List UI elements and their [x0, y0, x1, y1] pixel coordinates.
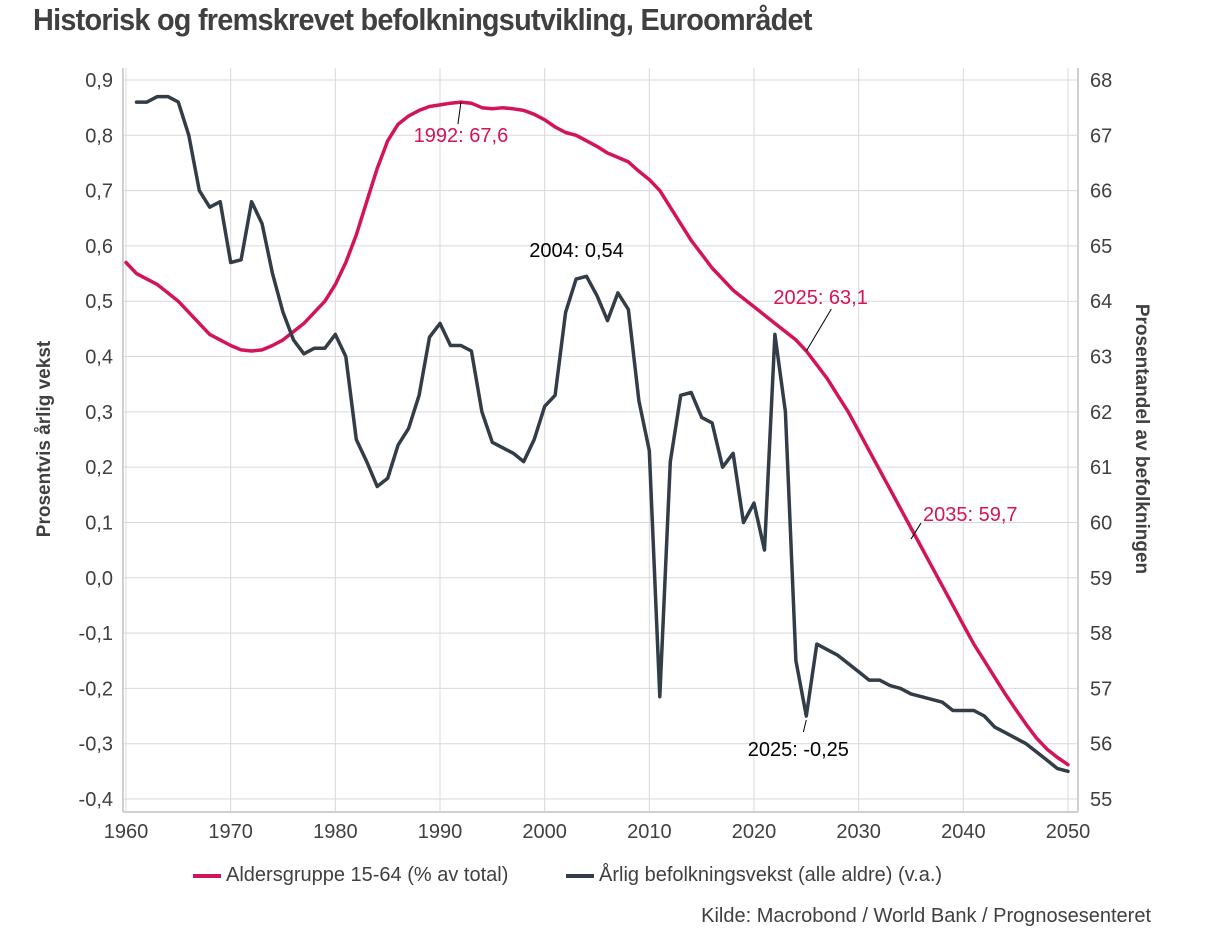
left-tick-label: 0,7 [85, 181, 113, 203]
left-axis-title: Prosentvis årlig vekst [34, 340, 55, 537]
left-tick-label: 0,8 [85, 125, 113, 147]
left-tick-label: 0,4 [85, 347, 113, 369]
right-tick-label: 57 [1090, 678, 1112, 700]
annotations: 1992: 67,6 2004: 0,54 2025: 63,1 2035: 59,7… [414, 102, 1018, 761]
legend-label: Aldersgruppe 15-64 (% av total) [226, 864, 509, 886]
left-tick-label: -0,2 [79, 678, 113, 700]
legend-item-aldersgruppe[interactable]: Aldersgruppe 15-64 (% av total) [193, 864, 508, 887]
right-axis-ticks: 68 67 66 65 64 63 62 61 60 59 58 57 56 55 [1090, 70, 1112, 811]
right-tick-label: 61 [1090, 457, 1112, 479]
x-tick-label: 2050 [1046, 821, 1091, 843]
annotation-label: 2004: 0,54 [529, 240, 624, 262]
left-tick-label: 0,9 [85, 70, 113, 92]
left-tick-label: -0,1 [79, 623, 113, 645]
right-tick-label: 68 [1090, 70, 1112, 92]
x-tick-label: 1960 [104, 821, 149, 843]
right-axis-title: Prosentandel av befolkningen [1131, 304, 1152, 574]
annotation-leader-line [805, 308, 832, 352]
right-tick-label: 55 [1090, 789, 1112, 811]
x-tick-label: 1980 [313, 821, 358, 843]
series-line-aldersgruppe [124, 100, 1070, 767]
source-note: Kilde: Macrobond / World Bank / Prognose… [701, 905, 1151, 927]
legend-label: Årlig befolkningsvekst (alle aldre) (v.a… [599, 864, 943, 886]
series-line-befolkningsvekst [134, 94, 1070, 774]
right-tick-label: 66 [1090, 181, 1112, 203]
series-lines [124, 94, 1070, 774]
left-tick-label: 0,3 [85, 402, 113, 424]
right-tick-label: 65 [1090, 236, 1112, 258]
x-tick-label: 2040 [941, 821, 986, 843]
left-tick-label: 0,2 [85, 457, 113, 479]
legend-swatch-dark [566, 873, 594, 878]
right-tick-label: 56 [1090, 734, 1112, 756]
right-tick-label: 58 [1090, 623, 1112, 645]
left-tick-label: -0,4 [79, 789, 113, 811]
right-tick-label: 64 [1090, 291, 1112, 313]
annotation-label: 2035: 59,7 [923, 504, 1018, 526]
right-tick-label: 63 [1090, 347, 1112, 369]
annotation-label: 2025: 63,1 [773, 287, 868, 309]
x-tick-label: 2010 [627, 821, 672, 843]
annotation-label: 2025: -0,25 [748, 739, 849, 761]
left-tick-label: 0,6 [85, 236, 113, 258]
left-tick-label: 0,5 [85, 291, 113, 313]
legend-swatch-pink [193, 873, 221, 878]
x-tick-label: 1990 [418, 821, 463, 843]
left-axis-ticks: 0,9 0,8 0,7 0,6 0,5 0,4 0,3 0,2 0,1 0,0 -0,1 -0,2 -0… [79, 70, 113, 811]
x-tick-label: 2030 [836, 821, 881, 843]
right-tick-label: 67 [1090, 125, 1112, 147]
x-tick-label: 1970 [208, 821, 253, 843]
x-tick-label: 2020 [732, 821, 777, 843]
chart: 0,9 0,8 0,7 0,6 0,5 0,4 0,3 0,2 0,1 0,0 -0,1 -0,2 -0… [34, 68, 1152, 843]
gridlines [123, 68, 1078, 812]
annotation-leader-line [457, 102, 462, 125]
plot-frame [122, 68, 1079, 813]
right-tick-label: 62 [1090, 402, 1112, 424]
x-tick-label: 2000 [522, 821, 567, 843]
left-tick-label: 0,0 [85, 568, 113, 590]
legend-item-befolkningsvekst[interactable]: Årlig befolkningsvekst (alle aldre) (v.a… [566, 864, 942, 887]
legend: Aldersgruppe 15-64 (% av total) Årlig be… [0, 864, 1209, 892]
annotation-leader-line [910, 522, 922, 540]
left-tick-label: -0,3 [79, 734, 113, 756]
left-tick-label: 0,1 [85, 512, 113, 534]
annotation-label: 1992: 67,6 [414, 125, 509, 147]
right-tick-label: 59 [1090, 568, 1112, 590]
x-axis-ticks: 1960 1970 1980 1990 2000 2010 2020 2030 2040 2050 [104, 821, 1091, 843]
chart-title: Historisk og fremskrevet befolkningsutvi… [33, 2, 812, 37]
annotation-leader-line [802, 719, 807, 733]
right-tick-label: 60 [1090, 512, 1112, 534]
